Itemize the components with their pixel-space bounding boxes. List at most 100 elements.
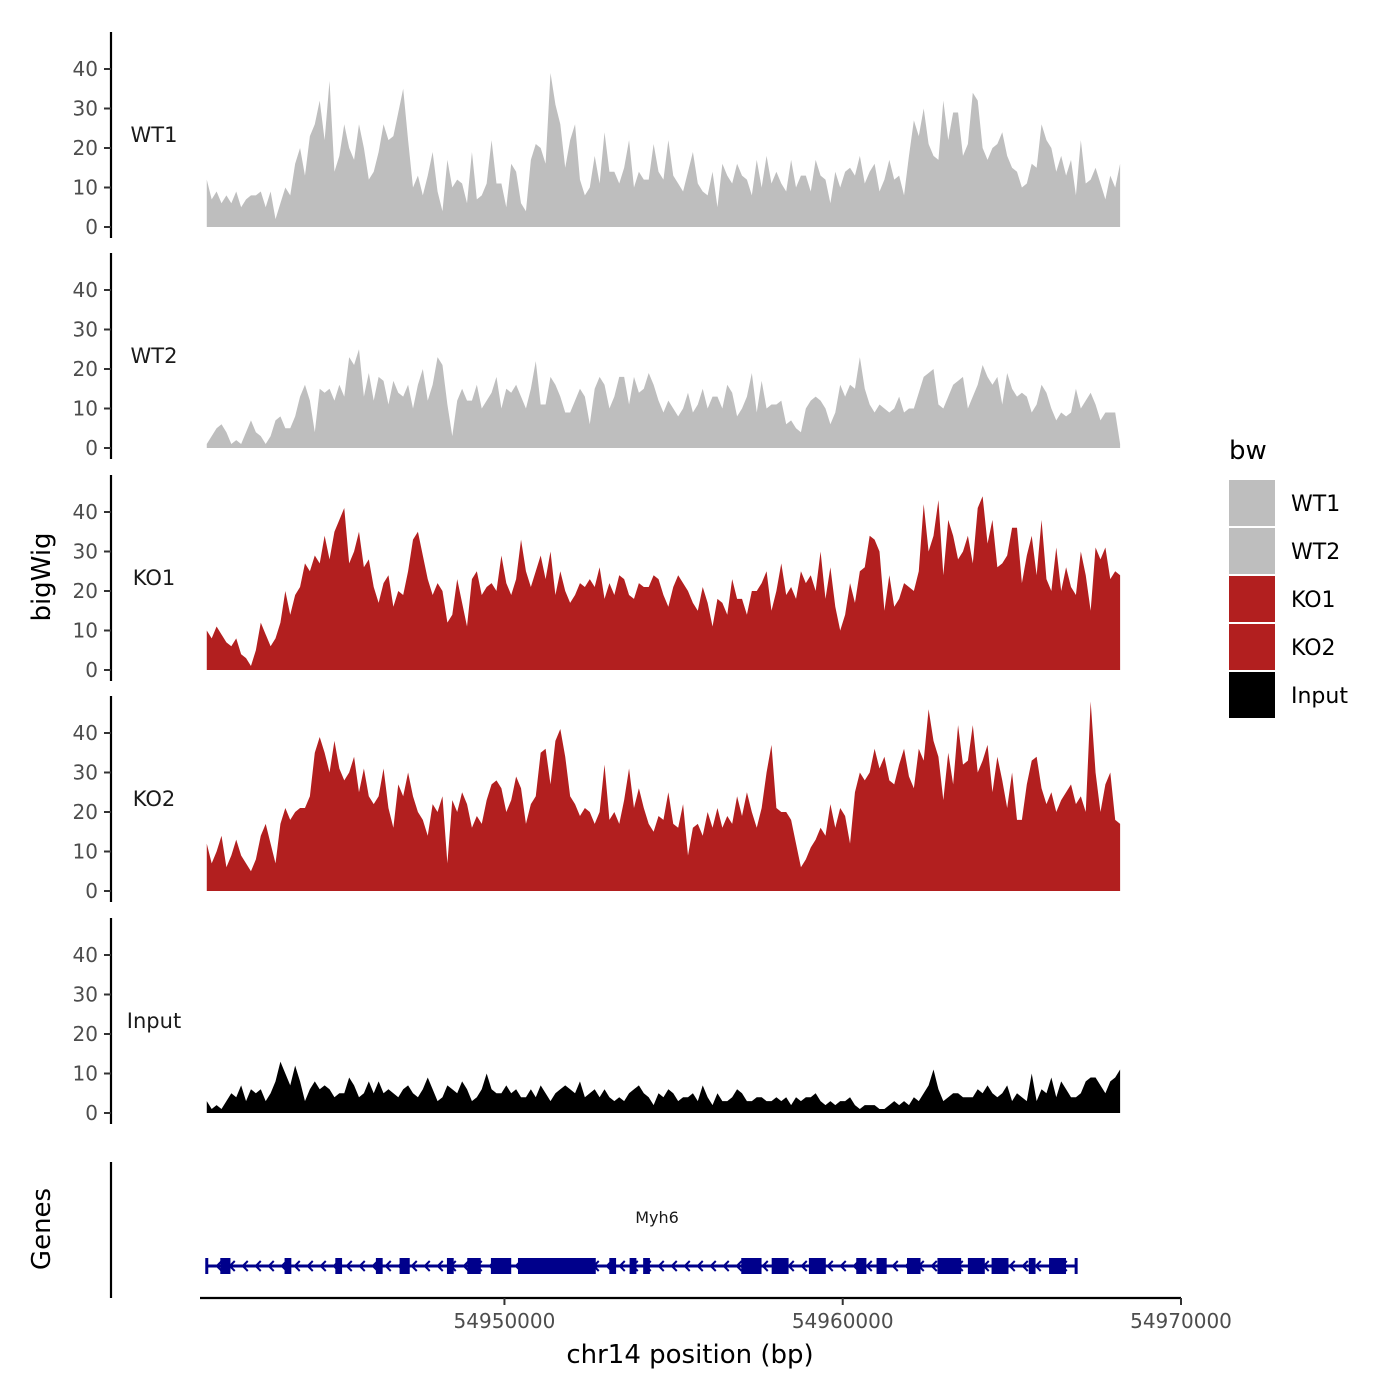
gene-exon bbox=[808, 1258, 826, 1274]
genes-axis-title: Genes bbox=[27, 1188, 57, 1270]
strand-arrow-icon bbox=[1008, 1260, 1016, 1272]
genes-panel: Genes Myh6 bbox=[27, 1162, 1078, 1298]
y-tick-label-wt2-0: 0 bbox=[85, 436, 98, 460]
legend-label-ko1: KO1 bbox=[1291, 588, 1336, 613]
y-tick-label-ko2-20: 20 bbox=[73, 800, 98, 824]
gene-exon bbox=[1028, 1258, 1036, 1274]
x-axis-ticks: 54950000 54960000 54970000 bbox=[454, 1298, 1232, 1333]
y-tick-label-wt1-10: 10 bbox=[73, 176, 98, 200]
y-tick-label-ko1-20: 20 bbox=[73, 579, 98, 603]
panel-label-wt1: WT1 bbox=[131, 123, 178, 147]
gene-exon bbox=[284, 1258, 292, 1274]
gene-exon bbox=[335, 1258, 343, 1274]
legend-label-wt1: WT1 bbox=[1291, 492, 1340, 517]
area-ko1 bbox=[206, 496, 1121, 670]
gene-exon bbox=[1049, 1258, 1066, 1274]
gene-exon bbox=[937, 1258, 962, 1274]
y-tick-label-ko1-0: 0 bbox=[85, 658, 98, 682]
legend-key-ko1 bbox=[1229, 576, 1275, 622]
y-tick-label-ko1-30: 30 bbox=[73, 540, 98, 564]
y-tick-label-input-40: 40 bbox=[73, 943, 98, 967]
y-tick-label-ko1-10: 10 bbox=[73, 619, 98, 643]
strand-arrow-icon bbox=[735, 1260, 743, 1272]
panel-wt1: 0 10 20 30 40 WT1 bbox=[73, 32, 1121, 239]
panel-ko1: 0 10 20 30 40 KO1 bbox=[73, 475, 1121, 682]
gene-exon bbox=[517, 1258, 596, 1274]
strand-arrow-icon bbox=[826, 1260, 834, 1272]
legend-label-wt2: WT2 bbox=[1291, 540, 1340, 565]
strand-arrow-icon bbox=[787, 1260, 795, 1272]
y-tick-label-input-10: 10 bbox=[73, 1062, 98, 1086]
y-axis-title: bigWig bbox=[27, 532, 57, 621]
panel-input: 0 10 20 30 40 Input bbox=[73, 918, 1121, 1125]
panel-label-ko1: KO1 bbox=[133, 566, 176, 590]
strand-arrow-icon bbox=[761, 1260, 769, 1272]
legend-title: bw bbox=[1229, 436, 1267, 466]
area-ko2 bbox=[206, 701, 1121, 891]
y-tick-label-input-30: 30 bbox=[73, 983, 98, 1007]
gene-exon bbox=[467, 1258, 481, 1274]
gene-exon bbox=[741, 1258, 762, 1274]
y-tick-label-ko1-40: 40 bbox=[73, 500, 98, 524]
strand-arrow-icon bbox=[254, 1260, 262, 1272]
strand-arrow-icon bbox=[696, 1260, 704, 1272]
strand-arrow-icon bbox=[800, 1260, 808, 1272]
gene-exon bbox=[771, 1258, 789, 1274]
y-tick-label-ko2-30: 30 bbox=[73, 761, 98, 785]
strand-arrow-icon bbox=[722, 1260, 730, 1272]
legend-label-ko2: KO2 bbox=[1291, 636, 1336, 661]
strand-arrow-icon bbox=[423, 1260, 431, 1272]
gene-label-myh6: Myh6 bbox=[635, 1208, 679, 1227]
x-tick-label-54970000: 54970000 bbox=[1130, 1309, 1232, 1333]
y-tick-label-input-0: 0 bbox=[85, 1101, 98, 1125]
y-tick-label-wt2-30: 30 bbox=[73, 318, 98, 342]
strand-arrow-icon bbox=[215, 1260, 223, 1272]
gene-exon bbox=[609, 1258, 617, 1274]
legend-label-input: Input bbox=[1291, 684, 1348, 709]
legend-key-input bbox=[1229, 672, 1275, 718]
gene-exon bbox=[446, 1258, 454, 1274]
y-tick-label-wt1-20: 20 bbox=[73, 136, 98, 160]
area-input bbox=[206, 1061, 1121, 1113]
strand-arrow-icon bbox=[670, 1260, 678, 1272]
x-tick-label-54950000: 54950000 bbox=[454, 1309, 556, 1333]
panel-wt2: 0 10 20 30 40 WT2 bbox=[73, 253, 1121, 460]
y-tick-label-ko2-0: 0 bbox=[85, 879, 98, 903]
strand-arrow-icon bbox=[462, 1260, 470, 1272]
y-tick-label-wt1-30: 30 bbox=[73, 97, 98, 121]
y-tick-label-wt2-10: 10 bbox=[73, 397, 98, 421]
strand-arrow-icon bbox=[306, 1260, 314, 1272]
gene-exon bbox=[399, 1258, 410, 1274]
x-axis: 54950000 54960000 54970000 chr14 position … bbox=[200, 1296, 1232, 1370]
legend: bw WT1 WT2 KO1 KO2 Input bbox=[1229, 436, 1348, 718]
strand-arrow-icon bbox=[683, 1260, 691, 1272]
strand-arrow-icon bbox=[657, 1260, 665, 1272]
x-tick-label-54960000: 54960000 bbox=[792, 1309, 894, 1333]
y-tick-label-wt2-40: 40 bbox=[73, 278, 98, 302]
y-tick-label-wt1-40: 40 bbox=[73, 57, 98, 81]
panel-label-wt2: WT2 bbox=[131, 344, 178, 368]
strand-arrow-icon bbox=[267, 1260, 275, 1272]
gene-exon bbox=[629, 1258, 637, 1274]
y-tick-label-ko2-40: 40 bbox=[73, 721, 98, 745]
gene-exon bbox=[375, 1258, 383, 1274]
panel-label-ko2: KO2 bbox=[133, 787, 176, 811]
strand-arrow-icon bbox=[891, 1260, 899, 1272]
panel-label-input: Input bbox=[127, 1009, 181, 1033]
strand-arrow-icon bbox=[319, 1260, 327, 1272]
area-wt1 bbox=[206, 72, 1121, 227]
legend-key-wt1 bbox=[1229, 480, 1275, 526]
track-panels: 0 10 20 30 40 WT1 0 10 20 30 40 WT2 0 10 20 30 40 KO1 0 10 2… bbox=[73, 32, 1121, 1125]
gene-exon bbox=[220, 1258, 231, 1274]
gene-model-myh6 bbox=[205, 1258, 1078, 1274]
y-tick-label-ko2-10: 10 bbox=[73, 840, 98, 864]
strand-arrow-icon bbox=[345, 1260, 353, 1272]
strand-arrow-icon bbox=[1034, 1260, 1042, 1272]
strand-arrow-icon bbox=[618, 1260, 626, 1272]
gene-exon bbox=[967, 1258, 985, 1274]
gene-exon bbox=[906, 1258, 921, 1274]
y-tick-label-wt1-0: 0 bbox=[85, 215, 98, 239]
gene-exon bbox=[643, 1258, 650, 1274]
strand-arrow-icon bbox=[293, 1260, 301, 1272]
gene-exon bbox=[991, 1258, 1009, 1274]
